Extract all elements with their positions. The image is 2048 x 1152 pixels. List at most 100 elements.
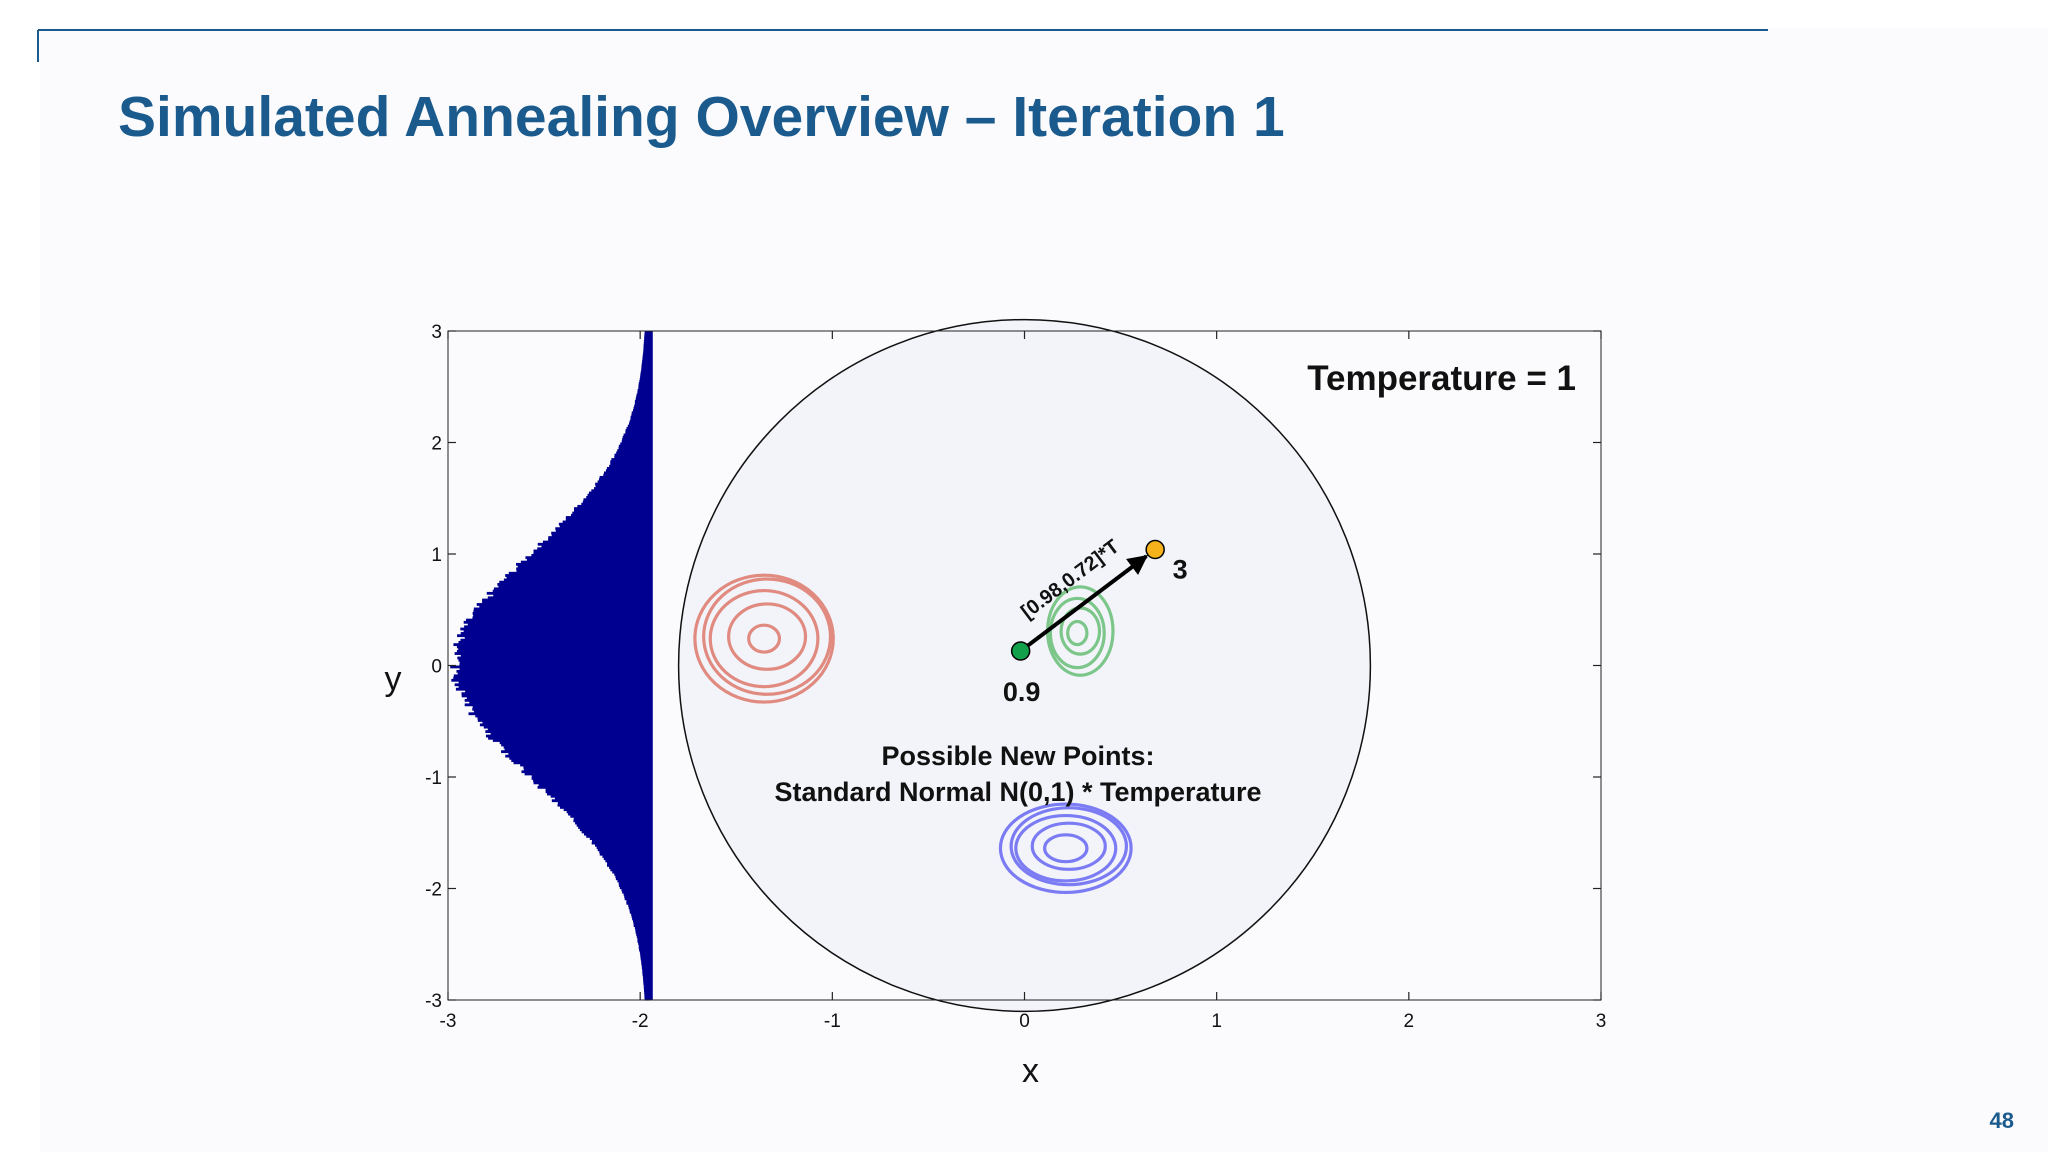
histogram-bar xyxy=(614,455,650,459)
histogram-bar xyxy=(638,386,650,390)
histogram-bar xyxy=(503,745,650,749)
histogram-bar xyxy=(642,357,650,361)
histogram-bar xyxy=(554,797,650,800)
plot-axes: -3 -2 -1 0 1 2 3 -3 -2 -1 0 1 2 3 x y xyxy=(385,322,1607,1090)
histogram-bar xyxy=(492,589,650,593)
histogram-bar xyxy=(506,576,650,580)
histogram-bar xyxy=(627,424,650,428)
histogram-bar xyxy=(578,826,650,829)
histogram-bar xyxy=(637,391,650,395)
histogram-bar xyxy=(487,596,650,600)
histogram-bar xyxy=(460,632,650,635)
histogram-bar xyxy=(511,759,650,762)
histogram-bar xyxy=(641,364,650,368)
histogram-bar xyxy=(642,975,650,979)
histogram-bar xyxy=(545,788,650,791)
histogram-bar xyxy=(570,814,650,818)
histogram-bar xyxy=(616,451,650,455)
histogram-bar xyxy=(459,661,650,664)
histogram-bar xyxy=(595,482,650,486)
histogram-bar xyxy=(633,924,650,928)
histogram-bar xyxy=(464,625,650,629)
histogram-bar xyxy=(473,710,650,713)
caption-line-1: Possible New Points: xyxy=(881,741,1154,771)
histogram-bar xyxy=(633,409,650,412)
histogram-bar xyxy=(640,375,650,379)
histogram-bar xyxy=(505,754,650,758)
histogram-bar xyxy=(581,502,650,506)
histogram-bar xyxy=(599,475,650,479)
x-tick-label: -1 xyxy=(824,1011,841,1032)
histogram-bar xyxy=(555,529,650,533)
histogram-bar xyxy=(610,462,650,466)
histogram-bar xyxy=(501,743,650,747)
histogram-bar xyxy=(573,819,650,823)
histogram-bar xyxy=(472,707,650,711)
y-tick-label: -1 xyxy=(425,768,442,789)
histogram-bar xyxy=(486,591,650,595)
histogram-bar xyxy=(551,531,650,535)
histogram-bar xyxy=(622,890,650,894)
histogram-bar xyxy=(483,725,650,729)
histogram-bar xyxy=(531,774,650,778)
histogram-bar xyxy=(458,640,650,644)
histogram-bar xyxy=(619,886,650,890)
histogram-bar xyxy=(454,683,650,687)
histogram-bar xyxy=(629,910,650,914)
histogram-bar xyxy=(485,734,650,738)
histogram-bar xyxy=(537,547,650,551)
histogram-bar xyxy=(644,997,650,1001)
histogram-bar xyxy=(614,453,650,457)
histogram-bar xyxy=(461,692,650,696)
histogram-bar xyxy=(614,872,650,876)
histogram-bar xyxy=(642,968,650,972)
contour-green xyxy=(1066,619,1089,647)
histogram-bar xyxy=(550,794,650,798)
histogram-bar xyxy=(637,937,650,941)
histogram-bar xyxy=(642,973,650,977)
histogram-bar xyxy=(638,946,650,950)
histogram-bar xyxy=(516,562,650,566)
histogram-bar xyxy=(636,393,650,397)
histogram-bar xyxy=(639,948,650,952)
histogram-bar xyxy=(533,781,650,785)
histogram-bar xyxy=(557,803,650,807)
histogram-bar xyxy=(493,594,650,597)
histogram-bar xyxy=(641,362,650,366)
contour-green xyxy=(1048,596,1106,670)
histogram-bar xyxy=(640,957,650,961)
histogram-bar xyxy=(643,982,650,985)
histogram-bar xyxy=(625,431,650,435)
histogram-bar xyxy=(574,509,650,513)
histogram-bar xyxy=(615,875,650,878)
histogram-bar xyxy=(517,565,650,568)
histogram-bar xyxy=(634,400,650,403)
histogram-bar xyxy=(492,739,650,742)
histogram-baseline xyxy=(647,331,653,1000)
histogram-bar xyxy=(632,917,650,921)
histogram-bar xyxy=(497,582,650,586)
histogram-bar xyxy=(603,471,650,475)
histogram-bar xyxy=(490,732,650,736)
histogram-bar xyxy=(638,944,650,948)
histogram-bar xyxy=(581,830,650,834)
histogram-bar xyxy=(516,569,650,573)
histogram-bar xyxy=(537,785,650,789)
histogram-bar xyxy=(531,777,650,780)
contour-red xyxy=(727,602,808,671)
histogram-bar xyxy=(456,645,650,649)
histogram-bar xyxy=(612,870,650,874)
y-tick-label: 0 xyxy=(431,657,442,678)
histogram-bar xyxy=(456,649,650,653)
histogram-bar xyxy=(463,629,650,633)
histogram-bar xyxy=(520,763,650,767)
histogram-bar xyxy=(634,926,650,930)
current-point xyxy=(1010,641,1031,661)
histogram-bar xyxy=(572,511,650,515)
histogram-bar xyxy=(566,810,650,814)
histogram-bar xyxy=(626,426,650,430)
histogram-bar xyxy=(636,935,650,939)
histogram-bar xyxy=(473,614,650,618)
x-tick-label: -2 xyxy=(632,1011,649,1032)
histogram-bar xyxy=(636,933,650,936)
